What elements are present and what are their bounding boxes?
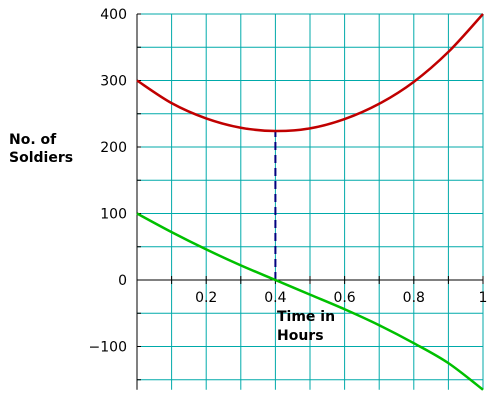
y-axis-title-line-2: Soldiers — [9, 150, 73, 166]
x-tick-label: 1 — [479, 290, 488, 306]
series-line-2 — [136, 212, 484, 391]
axes — [136, 13, 484, 390]
x-tick-label: 0.2 — [195, 290, 217, 306]
y-tick-label: 400 — [100, 7, 127, 23]
x-tick-label: 0.8 — [403, 290, 425, 306]
series-line-1 — [136, 13, 484, 133]
tick-labels: 0.2 0.4 0.6 0.8 1 400 300 200 100 0 −100 — [89, 7, 488, 356]
series-group — [136, 13, 484, 391]
x-axis-title-line-1: Time in — [277, 309, 335, 325]
x-tick-label: 0.6 — [333, 290, 355, 306]
x-tick-label: 0.4 — [264, 290, 286, 306]
y-axis-title-line-1: No. of — [9, 132, 57, 148]
y-tick-label: 200 — [100, 140, 127, 156]
x-axis-title-line-2: Hours — [277, 328, 324, 344]
y-tick-label: 300 — [100, 74, 127, 90]
y-tick-label: −100 — [89, 340, 127, 356]
y-tick-label: 100 — [100, 207, 127, 223]
y-tick-label: 0 — [118, 273, 127, 289]
